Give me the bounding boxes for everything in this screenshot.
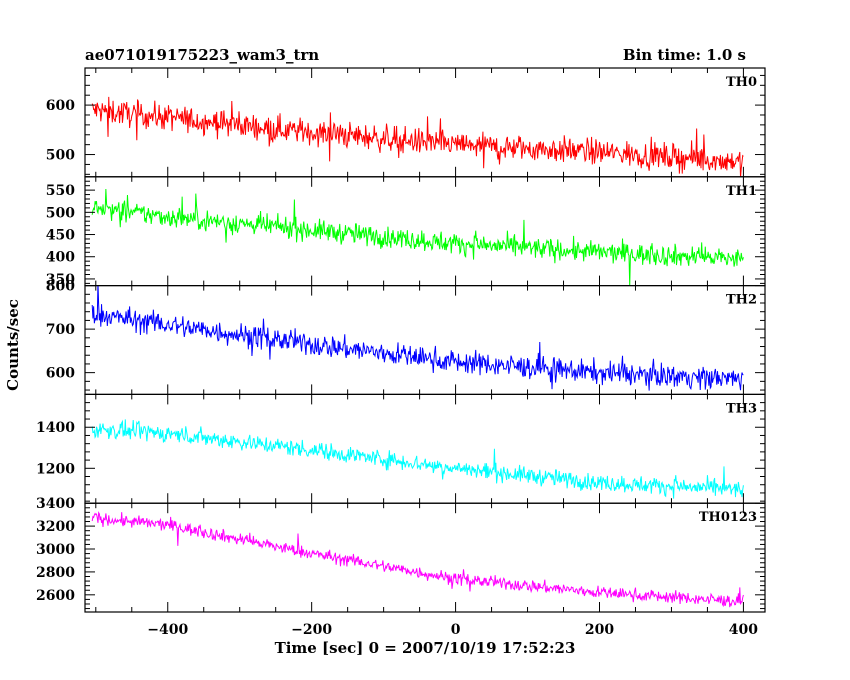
y-tick-label: 1400 xyxy=(36,420,75,436)
x-tick-label: −400 xyxy=(147,622,188,638)
y-tick-label: 350 xyxy=(46,272,75,288)
series-line-th0123 xyxy=(91,511,744,608)
y-tick-label: 1200 xyxy=(36,461,75,477)
y-tick-label: 3200 xyxy=(36,519,75,535)
series-line-th0 xyxy=(91,96,744,177)
y-tick-label: 2600 xyxy=(36,588,75,604)
panel-label-th1: TH1 xyxy=(726,184,757,199)
x-tick-label: −200 xyxy=(291,622,332,638)
series-line-th1 xyxy=(91,189,744,286)
y-tick-label: 500 xyxy=(46,148,75,164)
y-tick-label: 500 xyxy=(46,205,75,221)
panel-label-th0: TH0 xyxy=(726,75,757,90)
y-axis-label: Counts/sec xyxy=(4,299,22,391)
y-tick-label: 800 xyxy=(46,279,75,295)
series-line-th2 xyxy=(91,285,744,391)
y-tick-label: 2800 xyxy=(36,565,75,581)
y-tick-label: 600 xyxy=(46,366,75,382)
panel-frame xyxy=(84,176,766,287)
x-tick-label: 200 xyxy=(585,622,614,638)
y-tick-label: 550 xyxy=(46,183,75,199)
panel-th1: TH1 350 400 450 500 550 xyxy=(46,176,766,288)
panel-label-th2: TH2 xyxy=(726,293,757,308)
y-tick-label: 3000 xyxy=(36,542,75,558)
y-tick-label: 450 xyxy=(46,228,75,244)
y-tick-label: 3400 xyxy=(36,496,75,512)
panels-group: TH0500600TH1350400450500550TH2600700800T… xyxy=(36,67,766,613)
panel-th0123: TH0123 2600 2800 3000 3200 3400 xyxy=(36,496,766,613)
panel-th3: TH3 1200 1400 xyxy=(36,393,766,504)
x-tick-label: 400 xyxy=(729,622,758,638)
panel-label-th3: TH3 xyxy=(726,401,757,416)
y-tick-label: 700 xyxy=(46,322,75,338)
y-tick-label: 600 xyxy=(46,98,75,114)
x-axis-tick-labels: −400 −200 0 200 400 xyxy=(147,622,758,638)
x-axis-label: Time [sec] 0 = 2007/10/19 17:52:23 xyxy=(275,639,576,657)
bin-time-label: Bin time: 1.0 s xyxy=(623,46,746,64)
x-tick-label: 0 xyxy=(451,622,461,638)
y-tick-label: 400 xyxy=(46,250,75,266)
panel-frame xyxy=(84,502,766,613)
series-line-th3 xyxy=(91,419,744,499)
panel-label-th0123: TH0123 xyxy=(699,510,757,525)
panel-th0: TH0 500 600 xyxy=(46,67,766,178)
chart-title: ae071019175223_wam3_trn xyxy=(85,46,319,64)
panel-th2: TH2 600 700 800 xyxy=(46,279,766,396)
